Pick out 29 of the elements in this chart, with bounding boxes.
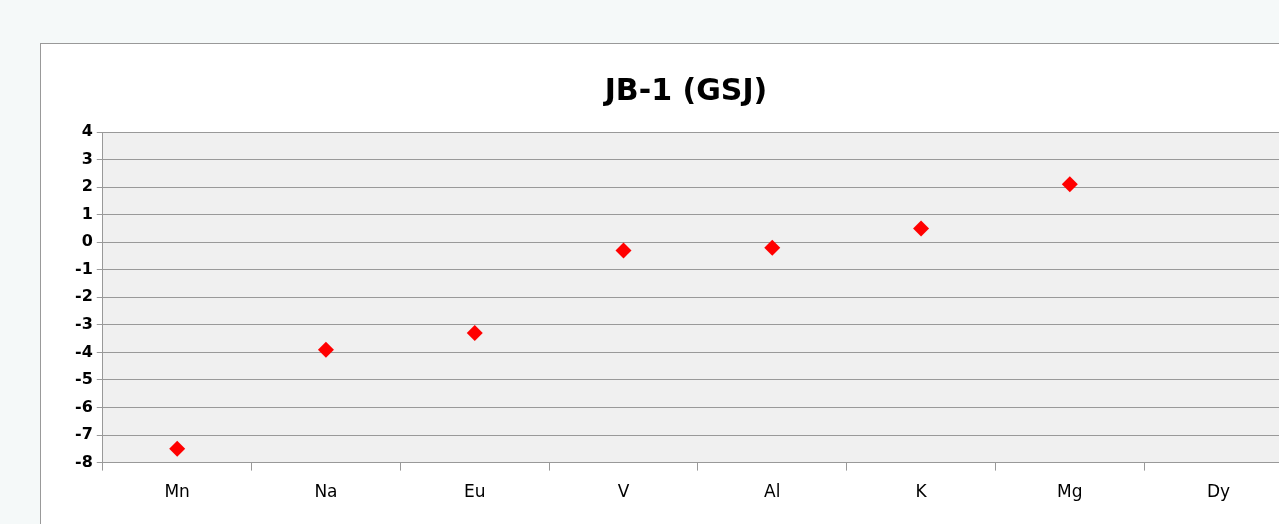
x-tick-label: V: [617, 481, 630, 502]
x-tick-label: Mn: [164, 481, 190, 502]
y-tick-label: -5: [74, 369, 93, 389]
y-tick-label: -8: [74, 451, 93, 471]
x-tick-label: Mg: [1057, 481, 1083, 502]
point: [764, 239, 781, 256]
y-tick-label: 2: [81, 176, 93, 196]
y-tick-label: -1: [74, 258, 93, 278]
point: [466, 325, 483, 342]
point: [169, 440, 186, 457]
y-tick-label: 1: [81, 203, 93, 223]
point: [913, 220, 930, 237]
x-tick-label: Dy: [1207, 481, 1231, 502]
y-tick-label: 3: [81, 148, 93, 168]
x-tick-label: K: [915, 481, 928, 502]
y-tick-label: -6: [74, 396, 93, 416]
y-tick-label: -2: [74, 286, 93, 306]
y-tick-label: -4: [74, 341, 93, 361]
point: [615, 242, 632, 259]
y-tick-label: 0: [81, 231, 93, 251]
point: [317, 341, 334, 358]
x-tick-label: Eu: [463, 481, 486, 502]
y-tick-label: -3: [74, 314, 93, 334]
y-tick-label: 4: [81, 121, 93, 141]
x-tick-label: Na: [314, 481, 338, 502]
x-tick-label: Al: [764, 481, 781, 502]
point: [1061, 176, 1078, 193]
y-tick-label: -7: [74, 424, 93, 444]
chart-title: JB-1 (GSJ): [602, 71, 768, 107]
